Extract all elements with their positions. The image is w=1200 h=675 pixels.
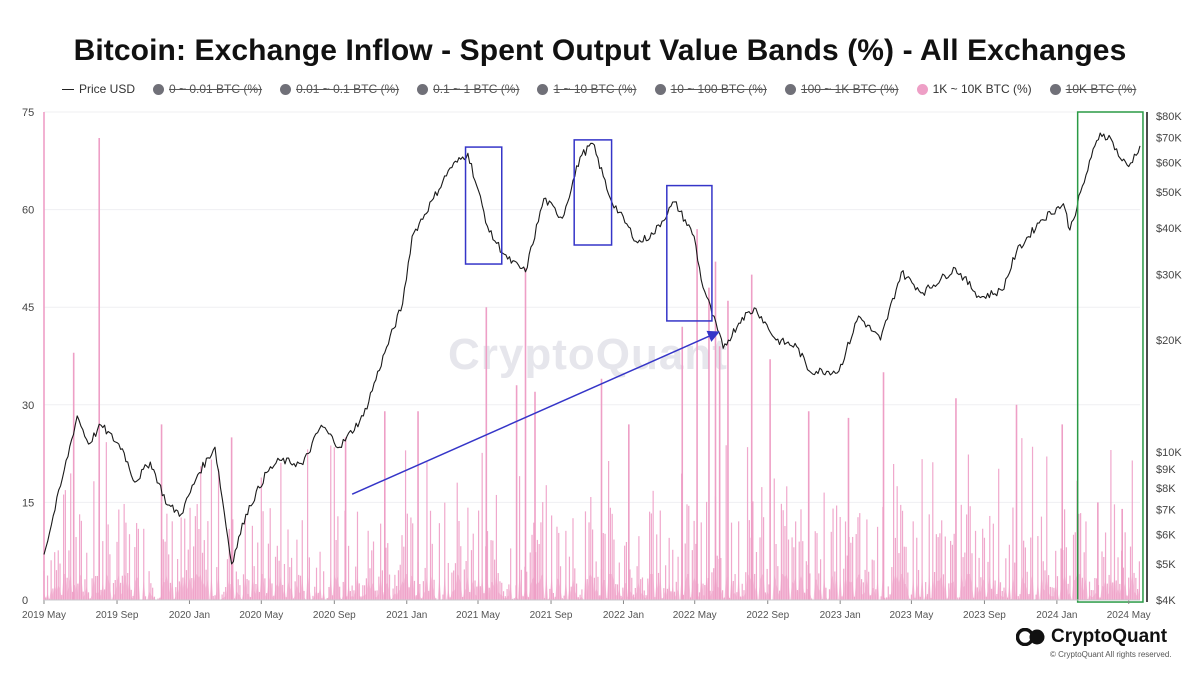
legend-dot-icon (916, 83, 928, 95)
highlight-box-blue (464, 146, 503, 265)
copyright-text: © CryptoQuant All rights reserved. (1050, 650, 1172, 659)
chart-title: Bitcoin: Exchange Inflow - Spent Output … (73, 34, 1127, 67)
y-left-tick-label: 15 (22, 497, 34, 509)
x-tick-label: 2023 May (889, 610, 933, 621)
x-tick-label: 2021 Sep (530, 610, 573, 621)
y-right-tick-label: $10K (1156, 447, 1182, 459)
cryptoquant-logo-icon (1016, 628, 1045, 646)
y-left-tick-label: 30 (22, 400, 34, 412)
legend-dot-icon (537, 83, 549, 95)
legend-label: 0.01 ~ 0.1 BTC (%) (296, 82, 400, 96)
y-right-tick-label: $9K (1156, 464, 1176, 476)
x-tick-label: 2023 Sep (963, 610, 1006, 621)
x-tick-label: 2020 Jan (169, 610, 210, 621)
legend-item[interactable]: 10K BTC (%) (1049, 82, 1137, 96)
x-tick-label: 2019 May (22, 610, 66, 621)
legend-dot-icon (417, 83, 429, 95)
y-right-tick-label: $40K (1156, 223, 1182, 235)
y-right-tick-label: $8K (1156, 483, 1176, 495)
x-tick-label: 2021 May (456, 610, 500, 621)
legend-label: 0.1 ~ 1 BTC (%) (433, 82, 520, 96)
axis-layer: 0 15 30 45 60 75 $4K $5K $6K $7K $8K $9K $10K $20K $30… (22, 107, 1182, 621)
x-tick-label: 2021 Jan (386, 610, 427, 621)
x-tick-label: 2022 Jan (603, 610, 644, 621)
brand-logo: CryptoQuant (1016, 626, 1167, 648)
y-left-tick-label: 60 (22, 205, 34, 217)
y-right-tick-label: $50K (1156, 187, 1182, 199)
price-line-layer (43, 132, 1141, 565)
legend-label: 1K ~ 10K BTC (%) (932, 82, 1032, 96)
y-right-tick-label: $20K (1156, 335, 1182, 347)
x-tick-label: 2023 Jan (820, 610, 861, 621)
highlight-box-green (1076, 111, 1144, 603)
legend-dot-icon (654, 83, 666, 95)
legend-dot-icon (280, 83, 292, 95)
x-tick-label: 2022 May (673, 610, 717, 621)
chart-legend: Price USD 0 ~ 0.01 BTC (%) 0.01 ~ 0.1 BTC … (62, 80, 1162, 98)
y-right-tick-label: $4K (1156, 595, 1176, 607)
legend-label: 100 ~ 1K BTC (%) (800, 82, 899, 96)
annotation-layer (351, 111, 1144, 603)
legend-label: 10K BTC (%) (1065, 82, 1137, 96)
watermark: CryptoQuant (448, 330, 728, 379)
y-right-tick-label: $6K (1156, 529, 1176, 541)
y-right-tick-label: $80K (1156, 111, 1182, 123)
legend-item[interactable]: 1 ~ 10 BTC (%) (537, 82, 637, 96)
y-left-tick-label: 45 (22, 302, 34, 314)
legend-item[interactable]: Price USD (62, 82, 135, 96)
highlight-box-blue (573, 139, 613, 246)
x-tick-label: 2024 Jan (1036, 610, 1077, 621)
x-tick-label: 2024 May (1107, 610, 1151, 621)
legend-dot-icon (784, 83, 796, 95)
y-left-tick-label: 75 (22, 107, 34, 119)
legend-label: Price USD (79, 82, 136, 96)
x-tick-label: 2020 May (239, 610, 283, 621)
y-right-tick-label: $70K (1156, 133, 1182, 145)
inflow-bars-layer (43, 112, 1141, 600)
legend-item[interactable]: 1K ~ 10K BTC (%) (916, 82, 1032, 96)
legend-dot-icon (153, 83, 165, 95)
legend-dot-icon (1049, 83, 1061, 95)
legend-item[interactable]: 0.01 ~ 0.1 BTC (%) (280, 82, 399, 96)
y-right-tick-label: $60K (1156, 157, 1182, 169)
y-right-tick-label: $5K (1156, 559, 1176, 571)
x-tick-label: 2020 Sep (313, 610, 356, 621)
legend-item[interactable]: 0 ~ 0.01 BTC (%) (153, 82, 262, 96)
legend-label: 0 ~ 0.01 BTC (%) (169, 82, 263, 96)
legend-item[interactable]: 100 ~ 1K BTC (%) (784, 82, 899, 96)
grid-layer (44, 111, 1140, 503)
y-left-tick-label: 0 (22, 595, 28, 607)
legend-label: 1 ~ 10 BTC (%) (553, 82, 637, 96)
legend-line-icon (62, 88, 74, 90)
brand-name: CryptoQuant (1051, 626, 1168, 647)
legend-item[interactable]: 0.1 ~ 1 BTC (%) (417, 82, 519, 96)
highlight-box-blue (666, 184, 713, 322)
price-line (43, 132, 1141, 565)
y-right-tick-label: $30K (1156, 269, 1182, 281)
y-right-tick-label: $7K (1156, 505, 1176, 517)
x-tick-label: 2019 Sep (96, 610, 139, 621)
legend-label: 10 ~ 100 BTC (%) (670, 82, 767, 96)
x-tick-label: 2022 Sep (746, 610, 789, 621)
trend-arrow (351, 330, 720, 495)
legend-item[interactable]: 10 ~ 100 BTC (%) (654, 82, 767, 96)
